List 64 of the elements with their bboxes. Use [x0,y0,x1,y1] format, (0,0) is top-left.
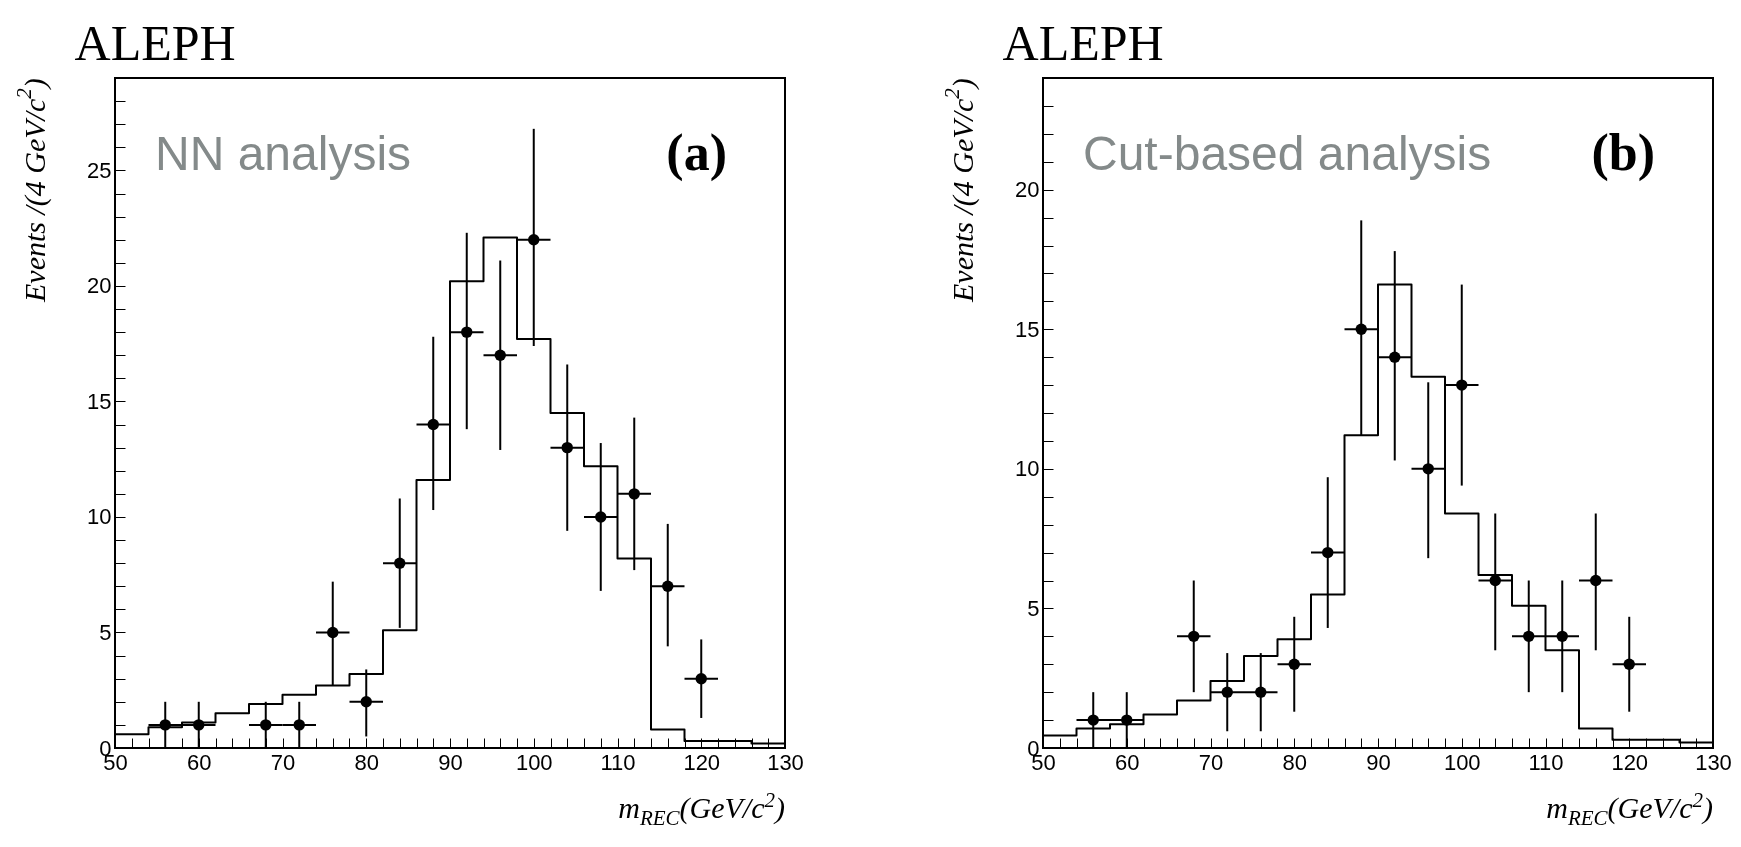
point [360,696,372,708]
point [1121,714,1133,726]
annotation: (b) [1591,124,1655,182]
x-tick-label: 60 [1115,749,1140,775]
point [1288,658,1300,670]
y-tick-label: 20 [1015,177,1040,203]
x-tick-label: 90 [1366,749,1391,775]
point [1389,351,1401,363]
point [293,719,305,731]
y-tick-label: 10 [87,504,112,530]
point [494,349,506,361]
point [394,557,406,569]
y-tick-label: 10 [1015,456,1040,482]
point [1623,658,1635,670]
chart-title: ALEPH [1002,15,1164,71]
y-tick-label: 5 [99,619,112,645]
x-axis-title: m$_{REC}$(GeV/c$^{2}$) [1545,788,1713,831]
y-tick-label: 15 [87,388,112,414]
x-tick-label: 70 [1198,749,1224,775]
point [662,580,674,592]
point [159,719,171,731]
point [327,626,339,639]
x-tick-label: 90 [438,749,463,775]
x-tick-label: 130 [767,749,804,775]
point [1523,630,1535,643]
point [1556,630,1568,643]
point [528,234,540,246]
point [1087,714,1099,726]
x-tick-label: 70 [270,749,296,775]
x-axis-title: m$_{REC}$(GeV/c$^{2}$) [617,788,785,831]
point [695,673,707,685]
x-tick-label: 100 [1443,749,1481,775]
point [1355,323,1367,335]
x-tick-label: 110 [600,749,636,775]
point [1322,546,1334,559]
y-tick-label: 25 [87,157,112,183]
y-tick-label: 5 [1027,595,1040,621]
point [1221,686,1233,698]
point [561,441,573,454]
annotation: Cut-based analysis [1083,127,1492,180]
annotation: NN analysis [155,127,412,180]
point [260,719,272,731]
point [595,511,607,523]
x-tick-label: 120 [683,749,721,775]
point [1590,574,1602,587]
x-tick-label: 60 [187,749,212,775]
x-tick-label: 80 [1282,749,1307,775]
point [1422,463,1434,475]
point [461,326,473,338]
point [1188,630,1200,643]
point [1456,379,1468,391]
x-tick-label: 80 [354,749,379,775]
point [193,719,205,731]
x-tick-label: 110 [1528,749,1564,775]
chart-title: ALEPH [74,15,236,71]
annotation: (a) [666,124,727,182]
x-tick-label: 130 [1695,749,1732,775]
point [628,488,640,500]
point [427,418,439,431]
x-tick-label: 120 [1611,749,1649,775]
point [1255,686,1267,698]
y-tick-label: 20 [87,273,112,299]
x-tick-label: 100 [515,749,553,775]
y-tick-label: 15 [1015,316,1040,342]
